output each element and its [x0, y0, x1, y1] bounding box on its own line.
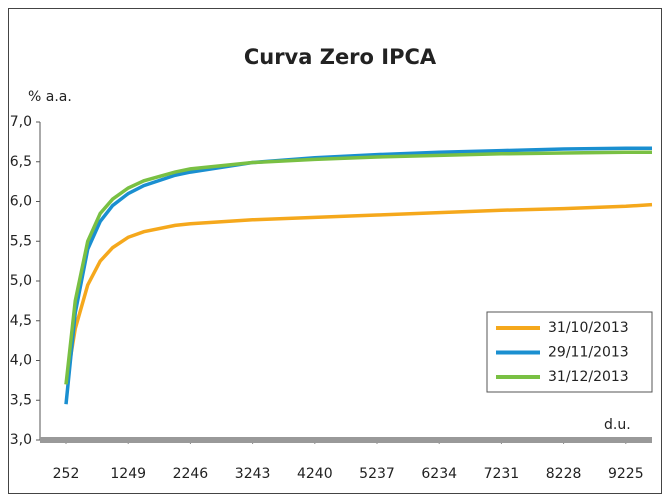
x-tick-label: 252	[53, 466, 80, 482]
y-axis-label: % a.a.	[28, 89, 72, 105]
y-tick-label: 6,5	[10, 154, 32, 170]
x-tick-label: 4240	[297, 466, 333, 482]
x-tick-label: 9225	[608, 466, 644, 482]
y-tick-label: 4,5	[10, 313, 32, 329]
y-tick-label: 3,0	[10, 432, 32, 448]
x-tick-label: 1249	[110, 466, 146, 482]
x-tick-label: 5237	[359, 466, 395, 482]
legend-label: 29/11/2013	[548, 345, 629, 361]
y-tick-label: 6,0	[10, 194, 32, 210]
x-tick-label: 3243	[235, 466, 271, 482]
y-tick-label: 7,0	[10, 114, 32, 130]
legend-label: 31/12/2013	[548, 369, 629, 385]
chart-title: Curva Zero IPCA	[244, 45, 437, 69]
x-tick-label: 6234	[421, 466, 457, 482]
x-axis-label: d.u.	[604, 417, 631, 433]
y-tick-label: 4,0	[10, 353, 32, 369]
series-line	[64, 150, 652, 385]
x-tick-label: 2246	[173, 466, 209, 482]
legend-label: 31/10/2013	[548, 320, 629, 336]
x-tick-label: 7231	[484, 466, 520, 482]
x-tick-label: 8228	[546, 466, 582, 482]
series-line	[64, 146, 652, 405]
chart-frame	[8, 8, 662, 494]
y-tick-label: 5,5	[10, 233, 32, 249]
y-tick-label: 3,5	[10, 392, 32, 408]
series-line	[64, 202, 653, 385]
y-tick-label: 5,0	[10, 273, 32, 289]
